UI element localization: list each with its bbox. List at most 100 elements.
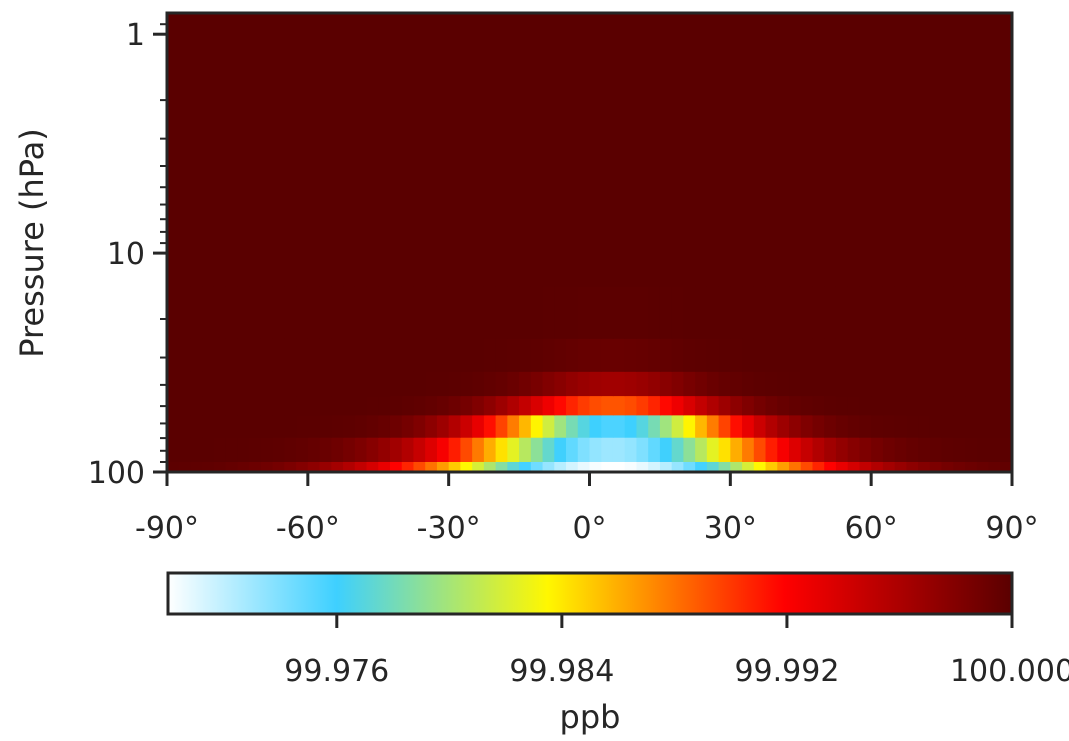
heatmap-cell	[659, 395, 673, 416]
heatmap-cell	[906, 414, 919, 438]
heatmap-cell	[742, 437, 755, 462]
heatmap-cell	[519, 414, 532, 438]
heatmap-cell	[319, 371, 332, 397]
heatmap-cell	[472, 414, 485, 438]
heatmap-cell	[765, 437, 778, 462]
heatmap-cell	[800, 437, 814, 462]
x-tick-label: -60°	[276, 511, 340, 546]
heatmap-cell	[577, 371, 591, 397]
heatmap-cell	[671, 371, 684, 397]
heatmap-cell	[683, 437, 696, 462]
heatmap-cell	[624, 437, 638, 462]
heatmap-cell	[389, 371, 403, 397]
heatmap-cell	[554, 395, 567, 416]
heatmap-cell	[812, 395, 825, 416]
heatmap-cell	[225, 371, 239, 397]
heatmap-cell	[331, 338, 344, 372]
heatmap-cell	[566, 437, 579, 462]
heatmap-cell	[753, 437, 767, 462]
heatmap-cell	[213, 286, 227, 339]
heatmap-cell	[941, 338, 954, 372]
heatmap-cell	[965, 338, 978, 372]
heatmap-cell	[495, 395, 508, 416]
heatmap-cell	[894, 437, 907, 462]
heatmap-cell	[190, 13, 203, 287]
heatmap-cell	[566, 461, 579, 472]
heatmap-cell	[554, 437, 567, 462]
heatmap-cell	[178, 414, 192, 438]
heatmap-cell	[237, 13, 250, 287]
heatmap-cell	[765, 371, 778, 397]
heatmap-cell	[202, 395, 215, 416]
heatmap-cell	[307, 461, 321, 472]
heatmap-cell	[859, 414, 872, 438]
heatmap-cell	[530, 414, 544, 438]
heatmap-cell	[225, 414, 239, 438]
heatmap-cell	[730, 395, 743, 416]
heatmap-cell	[260, 371, 274, 397]
heatmap-cell	[296, 414, 309, 438]
heatmap-cell	[636, 371, 649, 397]
heatmap-cell	[1000, 395, 1012, 416]
heatmap-cell	[742, 286, 755, 339]
heatmap-cell	[436, 395, 450, 416]
heatmap-cell	[765, 286, 778, 339]
heatmap-cell	[237, 371, 250, 397]
heatmap-cell	[624, 461, 638, 472]
heatmap-cell	[472, 437, 485, 462]
heatmap-cell	[389, 414, 403, 438]
heatmap-cell	[472, 13, 485, 287]
heatmap-cell	[378, 461, 391, 472]
heatmap-cell	[753, 461, 767, 472]
heatmap-cell	[530, 13, 544, 287]
heatmap-cell	[483, 395, 497, 416]
heatmap-cell	[706, 338, 720, 372]
heatmap-cell	[542, 395, 555, 416]
heatmap-cell	[953, 414, 966, 438]
heatmap-cell	[648, 414, 661, 438]
heatmap-cell	[495, 13, 508, 287]
colorbar-tick-label: 99.976	[284, 654, 389, 689]
heatmap-cell	[789, 414, 802, 438]
heatmap-cell	[319, 414, 332, 438]
heatmap-cell	[636, 286, 649, 339]
heatmap-cell	[354, 13, 368, 287]
heatmap-cell	[1000, 461, 1012, 472]
x-axis: -90° -60° -30° 0° 30° 60° 90°	[135, 472, 1039, 546]
heatmap-cell	[882, 437, 896, 462]
heatmap-cell	[624, 371, 638, 397]
heatmap-cell	[296, 286, 309, 339]
heatmap-cell	[765, 414, 778, 438]
heatmap-cell	[507, 437, 520, 462]
heatmap-cell	[519, 286, 532, 339]
heatmap-cell	[260, 13, 274, 287]
heatmap-cell	[519, 461, 532, 472]
heatmap-cell	[847, 371, 861, 397]
heatmap-cell	[530, 461, 544, 472]
heatmap-cell	[800, 395, 814, 416]
heatmap-cell	[894, 461, 907, 472]
heatmap-cell	[483, 338, 497, 372]
heatmap-cell	[601, 338, 614, 372]
heatmap-cell	[542, 371, 555, 397]
heatmap-cell	[976, 286, 990, 339]
heatmap-cell	[777, 338, 790, 372]
heatmap-cell	[789, 395, 802, 416]
heatmap-cell	[812, 338, 825, 372]
heatmap-cell	[636, 338, 649, 372]
heatmap-cell	[425, 338, 438, 372]
heatmap-cell	[730, 13, 743, 287]
heatmap-cell	[718, 371, 731, 397]
x-tick-label: 0°	[572, 511, 606, 546]
heatmap-cell	[296, 437, 309, 462]
heatmap-cell	[882, 395, 896, 416]
heatmap-cell	[671, 338, 684, 372]
heatmap-cell	[753, 286, 767, 339]
heatmap-cell	[389, 338, 403, 372]
heatmap-cell	[800, 461, 814, 472]
heatmap-cell	[765, 338, 778, 372]
heatmap-cell	[249, 13, 262, 287]
heatmap-cell	[824, 338, 837, 372]
heatmap-cell	[167, 395, 180, 416]
